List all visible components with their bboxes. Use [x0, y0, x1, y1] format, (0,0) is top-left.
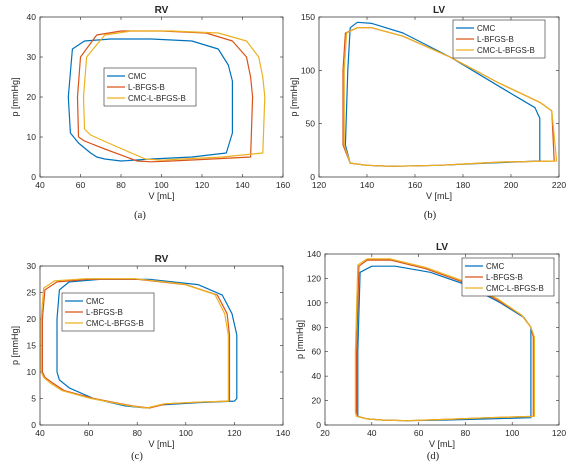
chart-title: LV: [433, 5, 445, 16]
y-axis-label: p [mmHg]: [289, 77, 299, 116]
x-axis-label: V [mL]: [148, 191, 174, 201]
y-tick-label: 50: [306, 119, 316, 129]
legend-entry: CMC-L-BFGS-B: [486, 284, 544, 293]
subfigure-caption: (b): [424, 210, 437, 221]
y-axis-label: p [mmHg]: [10, 77, 20, 116]
legend: CMC L-BFGS-B CMC-L-BFGS-B: [452, 19, 546, 59]
x-tick-label: 100: [179, 428, 193, 438]
y-tick-label: 20: [27, 92, 37, 102]
y-tick-label: 60: [312, 347, 322, 357]
series-line-cmc-l-bfgs-b: [354, 258, 536, 422]
x-tick-label: 80: [116, 180, 126, 190]
series-line-cmc-l-bfgs-b: [343, 27, 558, 167]
legend-entry: L-BFGS-B: [128, 83, 165, 92]
y-tick-label: 10: [27, 367, 37, 377]
legend-entry: CMC: [486, 262, 504, 271]
legend-entry: CMC: [477, 24, 495, 33]
y-tick-label: 10: [27, 132, 37, 142]
x-tick-label: 140: [276, 428, 290, 438]
y-axis-label: p [mmHg]: [295, 320, 305, 359]
series-line-cmc-l-bfgs-b: [40, 278, 229, 409]
y-tick-label: 40: [27, 12, 37, 22]
x-tick-label: 60: [76, 180, 86, 190]
y-tick-label: 30: [27, 52, 37, 62]
x-tick-label: 40: [367, 428, 377, 438]
y-tick-label: 150: [301, 12, 315, 22]
x-tick-label: 200: [504, 180, 518, 190]
series-line-l-bfgs-b: [76, 30, 254, 163]
x-tick-label: 100: [154, 180, 168, 190]
y-tick-label: 5: [31, 394, 36, 404]
x-tick-label: 40: [35, 428, 45, 438]
x-tick-label: 140: [235, 180, 249, 190]
x-tick-label: 100: [505, 428, 519, 438]
x-axis-label: V [mL]: [148, 439, 174, 449]
x-tick-label: 80: [132, 428, 142, 438]
legend-entry: L-BFGS-B: [477, 35, 514, 44]
series-line-cmc: [67, 38, 233, 162]
chart-title: RV: [155, 254, 169, 265]
x-tick-label: 60: [84, 428, 94, 438]
y-tick-label: 140: [307, 249, 321, 259]
legend-entry: L-BFGS-B: [86, 308, 123, 317]
x-tick-label: 60: [414, 428, 424, 438]
chart-title: LV: [436, 242, 448, 253]
x-tick-label: 120: [195, 180, 209, 190]
y-tick-label: 0: [31, 172, 36, 182]
x-tick-label: 120: [552, 428, 566, 438]
legend: CMC L-BFGS-B CMC-L-BFGS-B: [461, 257, 555, 297]
x-tick-label: 120: [227, 428, 241, 438]
x-axis-label: V [mL]: [429, 439, 455, 449]
y-tick-label: 0: [31, 420, 36, 430]
x-tick-label: 20: [320, 428, 330, 438]
x-tick-label: 40: [35, 180, 45, 190]
subfigure-caption: (d): [427, 451, 440, 462]
subfigure-caption: (c): [131, 451, 143, 462]
y-tick-label: 20: [312, 396, 322, 406]
x-tick-label: 160: [408, 180, 422, 190]
legend-entry: CMC-L-BFGS-B: [86, 319, 144, 328]
chart-title: RV: [155, 5, 169, 16]
x-tick-label: 140: [360, 180, 374, 190]
legend-entry: CMC-L-BFGS-B: [477, 46, 535, 55]
x-tick-label: 160: [276, 180, 290, 190]
x-axis-label: V [mL]: [426, 191, 452, 201]
series-line-l-bfgs-b: [41, 278, 231, 409]
y-tick-label: 25: [27, 288, 37, 298]
chart-panel-2: 40 60 80 100 120 140 0 5 10 15 20 25 30 RV V [mL] p [mm…: [10, 254, 290, 462]
chart-panel-0: 40 60 80 100 120 140 160 0 10 20 30 40 RV V [mL] p [mm…: [10, 5, 290, 221]
y-axis-label: p [mmHg]: [10, 326, 20, 365]
y-tick-label: 15: [27, 341, 37, 351]
legend-entry: CMC-L-BFGS-B: [128, 94, 186, 103]
legend: CMC L-BFGS-B CMC-L-BFGS-B: [61, 292, 155, 332]
y-tick-label: 0: [316, 420, 321, 430]
y-tick-label: 100: [301, 65, 315, 75]
series-line-cmc-l-bfgs-b: [82, 30, 266, 161]
legend-entry: L-BFGS-B: [486, 273, 523, 282]
y-tick-label: 100: [307, 298, 321, 308]
chart-panel-1: 120 140 160 180 200 220 0 50 100 150 LV V [mL] p [mm…: [289, 5, 566, 221]
y-tick-label: 80: [312, 322, 322, 332]
legend: CMC L-BFGS-B CMC-L-BFGS-B: [103, 67, 197, 107]
legend-entry: CMC: [128, 72, 146, 81]
x-tick-label: 120: [312, 180, 326, 190]
y-tick-label: 0: [310, 172, 315, 182]
y-tick-label: 30: [27, 261, 37, 271]
legend-entry: CMC: [86, 297, 104, 306]
plot-area: [39, 265, 284, 426]
y-tick-label: 40: [312, 371, 322, 381]
subfigure-caption: (a): [134, 210, 146, 221]
y-tick-label: 120: [307, 273, 321, 283]
x-tick-label: 220: [552, 180, 566, 190]
x-tick-label: 80: [461, 428, 471, 438]
y-tick-label: 20: [27, 314, 37, 324]
x-tick-label: 180: [456, 180, 470, 190]
